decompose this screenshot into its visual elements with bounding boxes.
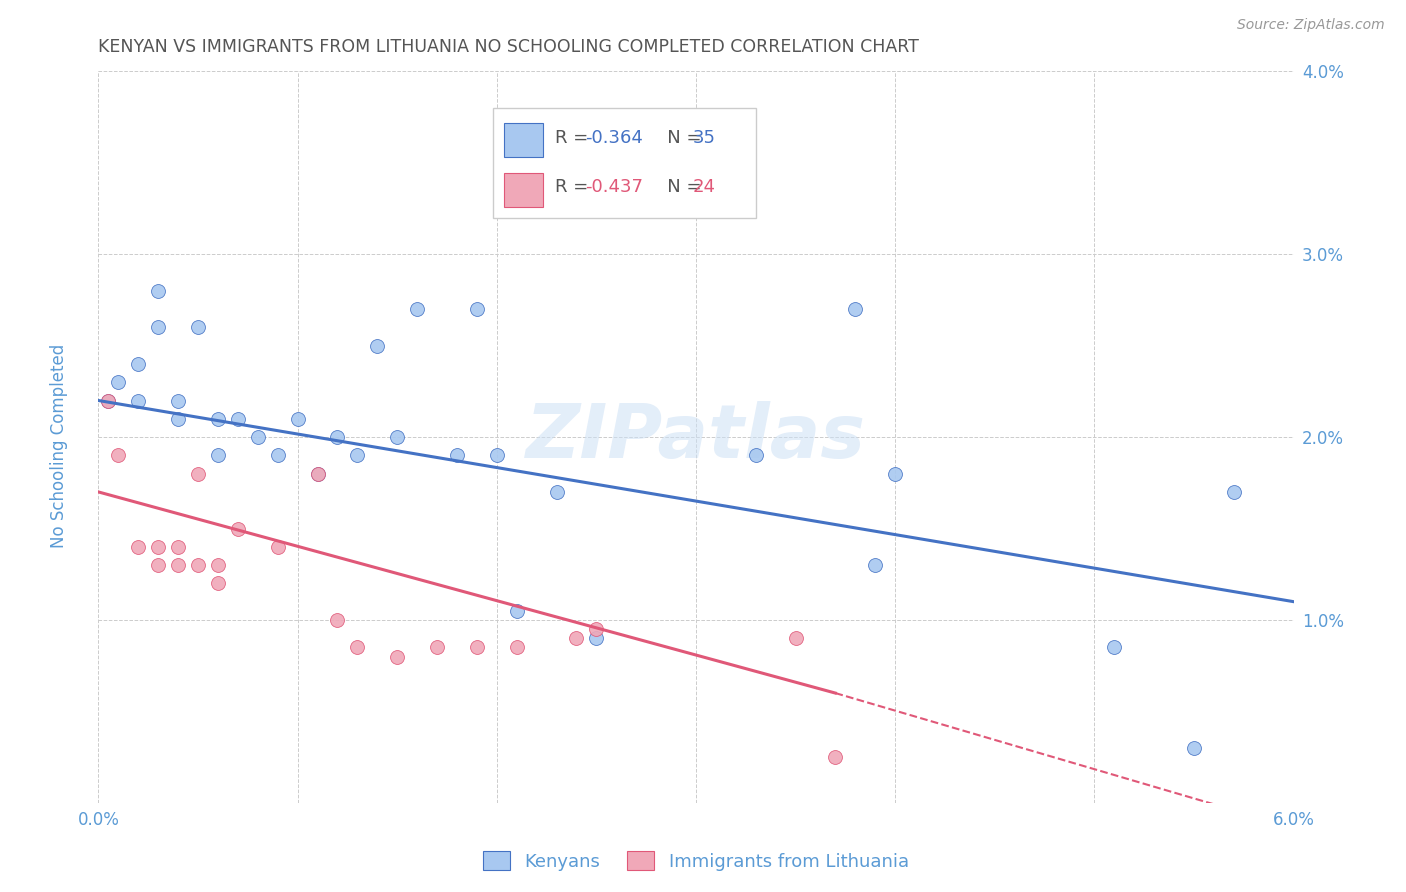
Point <box>346 449 368 463</box>
Text: -0.437: -0.437 <box>586 178 644 196</box>
Point <box>844 302 866 317</box>
Point <box>167 558 190 573</box>
Point <box>585 622 607 636</box>
Point <box>148 320 170 334</box>
Point <box>207 576 229 591</box>
Point <box>187 558 209 573</box>
Point <box>107 376 129 390</box>
Point <box>148 540 170 554</box>
Point <box>148 284 170 298</box>
Point <box>148 558 170 573</box>
Point <box>565 632 588 646</box>
Point <box>307 467 329 481</box>
Point <box>326 613 349 627</box>
Point <box>506 604 529 618</box>
Point <box>745 449 768 463</box>
Text: No Schooling Completed: No Schooling Completed <box>51 344 67 548</box>
Point <box>97 393 120 408</box>
Text: N =: N = <box>651 178 707 196</box>
Point <box>207 412 229 426</box>
Text: 24: 24 <box>693 178 716 196</box>
Point <box>1223 485 1246 500</box>
Point <box>226 521 249 535</box>
Point <box>585 632 607 646</box>
Point <box>246 430 269 444</box>
Text: R =: R = <box>555 128 593 146</box>
Point <box>167 393 190 408</box>
Point <box>645 120 668 134</box>
Point <box>267 449 290 463</box>
Point <box>167 540 190 554</box>
Point <box>884 467 907 481</box>
Point <box>465 302 488 317</box>
Point <box>1182 740 1205 755</box>
Text: R =: R = <box>555 178 593 196</box>
Point <box>824 750 846 764</box>
Point <box>207 558 229 573</box>
Text: 35: 35 <box>693 128 716 146</box>
Point <box>107 449 129 463</box>
Point <box>546 485 568 500</box>
Text: Source: ZipAtlas.com: Source: ZipAtlas.com <box>1237 19 1385 32</box>
Point <box>127 540 149 554</box>
Text: -0.364: -0.364 <box>586 128 644 146</box>
Point <box>406 302 429 317</box>
Point <box>785 632 807 646</box>
Text: KENYAN VS IMMIGRANTS FROM LITHUANIA NO SCHOOLING COMPLETED CORRELATION CHART: KENYAN VS IMMIGRANTS FROM LITHUANIA NO S… <box>98 38 920 56</box>
Point <box>97 393 120 408</box>
Point <box>326 430 349 444</box>
Point <box>287 412 309 426</box>
Point <box>1104 640 1126 655</box>
Text: ZIPatlas: ZIPatlas <box>526 401 866 474</box>
Point <box>187 467 209 481</box>
Point <box>385 649 409 664</box>
Point <box>167 412 190 426</box>
Point <box>426 640 449 655</box>
Point <box>307 467 329 481</box>
Point <box>207 449 229 463</box>
Point <box>865 558 887 573</box>
Point <box>127 393 149 408</box>
Point <box>346 640 368 655</box>
Point <box>267 540 290 554</box>
Point <box>385 430 409 444</box>
Point <box>366 338 388 352</box>
Point <box>446 449 468 463</box>
Point <box>187 320 209 334</box>
Point <box>506 640 529 655</box>
Legend: Kenyans, Immigrants from Lithuania: Kenyans, Immigrants from Lithuania <box>475 844 917 878</box>
Text: N =: N = <box>651 128 707 146</box>
Point <box>485 449 508 463</box>
Point <box>465 640 488 655</box>
Point <box>226 412 249 426</box>
Point <box>127 357 149 371</box>
